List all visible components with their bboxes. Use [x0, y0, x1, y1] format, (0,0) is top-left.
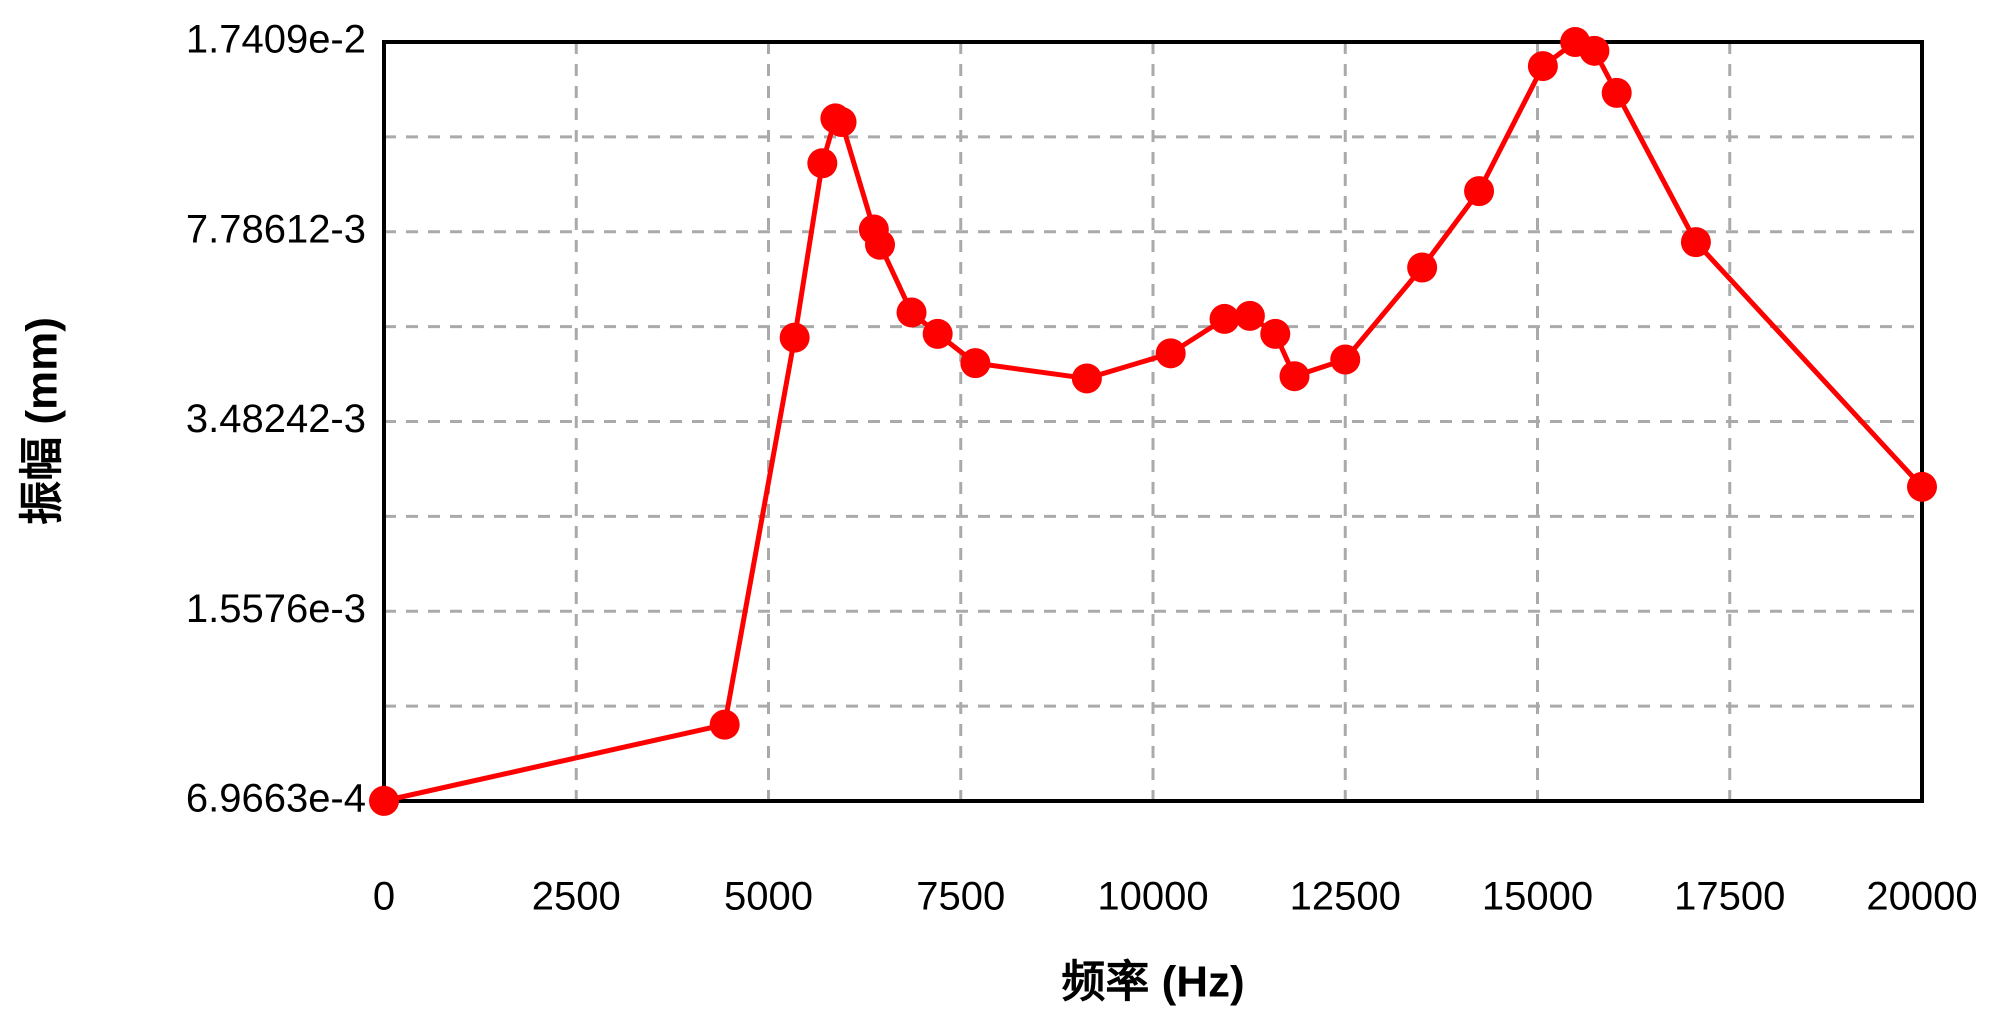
data-point	[1527, 51, 1558, 82]
plot-frame	[382, 40, 1924, 803]
data-point	[807, 148, 838, 179]
x-tick-label: 7500	[916, 875, 1005, 919]
data-point	[709, 709, 740, 740]
y-tick-label: 1.7409e-2	[186, 18, 366, 62]
data-point	[865, 229, 896, 260]
data-point	[1330, 344, 1361, 375]
x-tick-label: 5000	[724, 875, 813, 919]
data-point	[1279, 361, 1310, 392]
data-point	[1260, 318, 1291, 349]
y-tick-label: 3.48242-3	[186, 397, 366, 441]
data-point	[896, 297, 927, 328]
data-point	[1071, 363, 1102, 394]
x-tick-label: 12500	[1290, 875, 1401, 919]
data-point	[1209, 303, 1240, 334]
y-tick-label: 7.78612-3	[186, 207, 366, 251]
data-point	[1579, 35, 1610, 66]
data-point	[1234, 300, 1265, 331]
data-point	[922, 318, 953, 349]
x-tick-label: 15000	[1482, 875, 1593, 919]
data-point	[1464, 176, 1495, 207]
y-tick-label: 1.5576e-3	[186, 587, 366, 631]
x-tick-label: 0	[373, 875, 395, 919]
data-point	[1601, 77, 1632, 108]
x-tick-label: 2500	[532, 875, 621, 919]
data-point	[779, 322, 810, 353]
x-tick-label: 20000	[1866, 875, 1977, 919]
x-tick-label: 10000	[1097, 875, 1208, 919]
x-tick-label: 17500	[1674, 875, 1785, 919]
data-point	[1680, 227, 1711, 258]
data-point	[826, 107, 857, 138]
y-axis-title: 振幅 (mm)	[18, 317, 67, 525]
data-point	[369, 785, 399, 816]
data-point	[1907, 471, 1937, 502]
y-tick-label: 6.9663e-4	[186, 777, 366, 821]
x-axis-title: 频率 (Hz)	[1061, 958, 1244, 1007]
data-point	[1407, 252, 1438, 283]
data-point	[1155, 338, 1186, 369]
data-point	[960, 348, 991, 379]
